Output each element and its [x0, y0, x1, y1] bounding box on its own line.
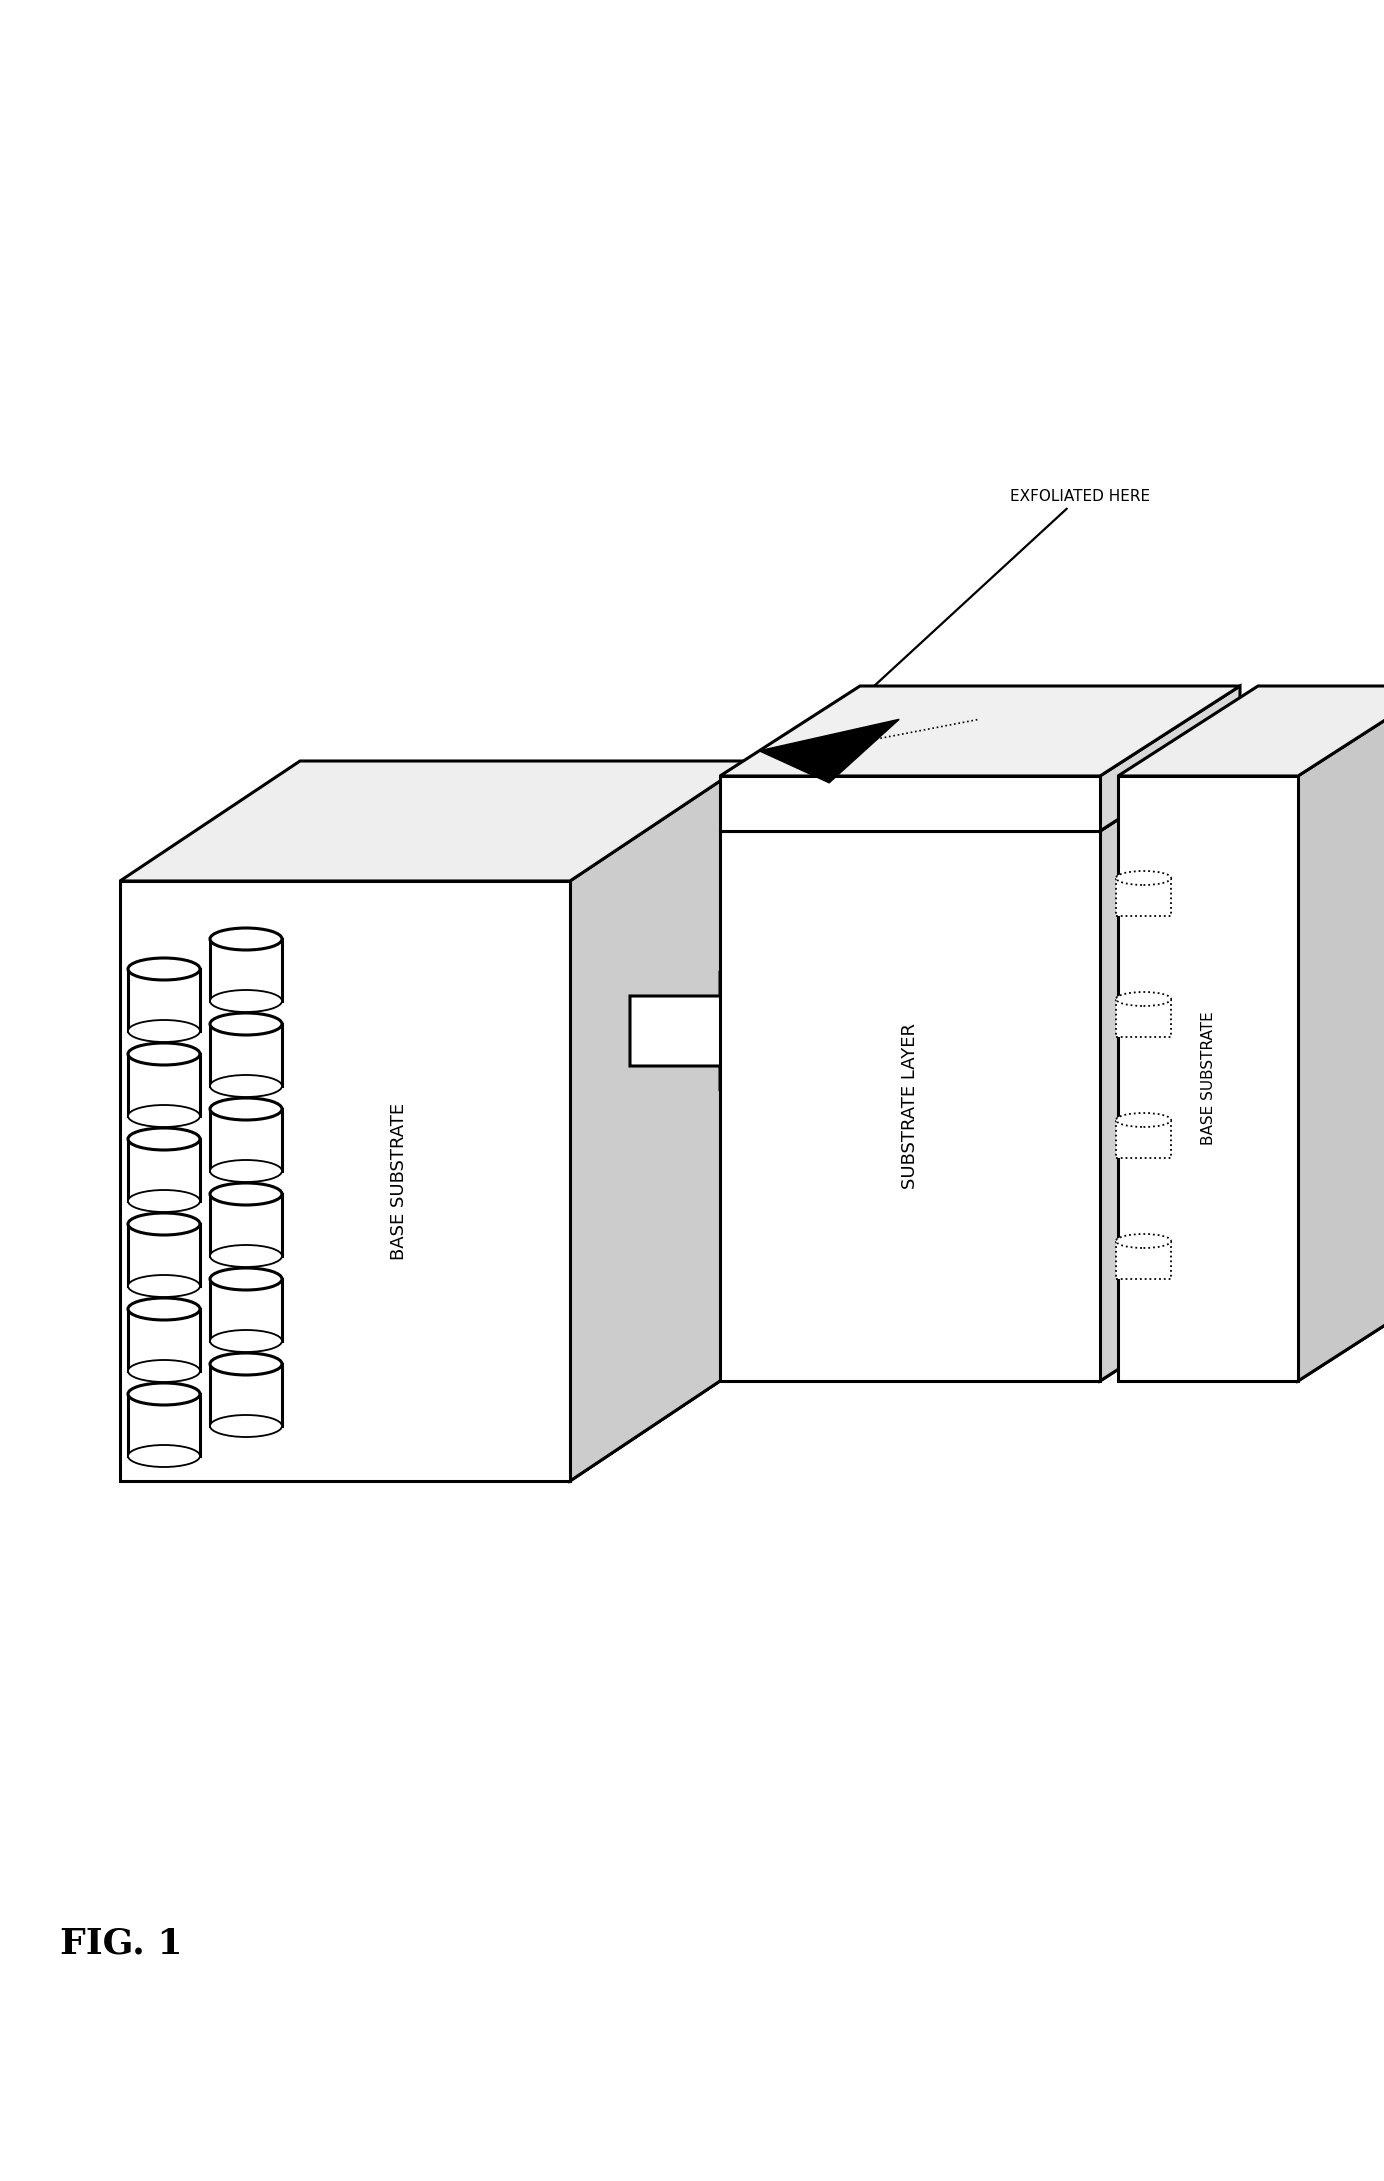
Polygon shape	[210, 1363, 282, 1426]
Ellipse shape	[1116, 870, 1171, 885]
Ellipse shape	[127, 1446, 201, 1468]
Ellipse shape	[127, 1213, 201, 1234]
Ellipse shape	[127, 1106, 201, 1128]
Polygon shape	[210, 1025, 282, 1086]
Ellipse shape	[210, 1267, 282, 1289]
Polygon shape	[120, 1361, 750, 1481]
Ellipse shape	[127, 1043, 201, 1064]
Text: SUBSTRATE LAYER: SUBSTRATE LAYER	[901, 1023, 919, 1189]
Ellipse shape	[210, 1075, 282, 1097]
Polygon shape	[1100, 742, 1240, 1381]
Ellipse shape	[127, 1298, 201, 1320]
Polygon shape	[760, 720, 900, 783]
Polygon shape	[1116, 1121, 1171, 1158]
Ellipse shape	[210, 1245, 282, 1267]
Text: FIG. 1: FIG. 1	[60, 1928, 183, 1961]
Ellipse shape	[210, 927, 282, 951]
Polygon shape	[210, 1278, 282, 1341]
Ellipse shape	[1116, 992, 1171, 1005]
Polygon shape	[1118, 1291, 1384, 1381]
Polygon shape	[1298, 687, 1384, 1381]
Polygon shape	[127, 1309, 201, 1372]
Ellipse shape	[127, 1021, 201, 1043]
Polygon shape	[720, 1291, 1240, 1381]
Polygon shape	[127, 1053, 201, 1117]
Ellipse shape	[127, 1383, 201, 1405]
Polygon shape	[120, 761, 750, 881]
Text: BASE SUBSTRATE: BASE SUBSTRATE	[390, 1101, 408, 1261]
Polygon shape	[1100, 687, 1240, 831]
Polygon shape	[570, 761, 750, 1481]
Polygon shape	[210, 1193, 282, 1256]
Ellipse shape	[1116, 1112, 1171, 1128]
Ellipse shape	[210, 1097, 282, 1121]
Polygon shape	[127, 1394, 201, 1457]
Ellipse shape	[210, 990, 282, 1012]
Polygon shape	[127, 1138, 201, 1202]
Polygon shape	[720, 776, 1100, 831]
Ellipse shape	[210, 1352, 282, 1374]
Polygon shape	[720, 742, 1240, 831]
Polygon shape	[720, 687, 1240, 776]
Ellipse shape	[127, 1128, 201, 1149]
Ellipse shape	[127, 1276, 201, 1298]
Polygon shape	[127, 968, 201, 1032]
Polygon shape	[1118, 776, 1298, 1381]
Polygon shape	[127, 1224, 201, 1287]
Polygon shape	[630, 975, 785, 1088]
Polygon shape	[1116, 879, 1171, 916]
Polygon shape	[210, 1108, 282, 1171]
Ellipse shape	[210, 1012, 282, 1036]
Polygon shape	[1116, 999, 1171, 1036]
Polygon shape	[120, 881, 570, 1481]
Ellipse shape	[210, 1330, 282, 1352]
Ellipse shape	[127, 1191, 201, 1213]
Ellipse shape	[127, 957, 201, 979]
Ellipse shape	[1116, 1234, 1171, 1248]
Ellipse shape	[127, 1361, 201, 1383]
Ellipse shape	[210, 1182, 282, 1204]
Polygon shape	[1116, 1241, 1171, 1278]
Ellipse shape	[210, 1160, 282, 1182]
Text: EXFOLIATED HERE: EXFOLIATED HERE	[812, 489, 1150, 742]
Polygon shape	[1118, 687, 1384, 776]
Text: BASE SUBSTRATE: BASE SUBSTRATE	[1200, 1012, 1215, 1145]
Ellipse shape	[210, 1415, 282, 1437]
Polygon shape	[720, 831, 1100, 1381]
Polygon shape	[210, 940, 282, 1001]
Polygon shape	[720, 742, 1240, 831]
